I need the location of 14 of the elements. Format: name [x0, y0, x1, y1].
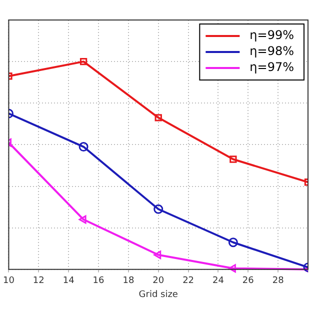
x-tick-label: 26	[242, 276, 254, 286]
x-tick-label: 16	[92, 276, 105, 286]
x-tick-label: 20	[152, 276, 164, 286]
x-tick-label: 18	[122, 276, 134, 286]
x-tick-label: 28	[272, 276, 284, 286]
legend-label: η=99%	[250, 28, 294, 42]
x-tick-label: 12	[32, 276, 44, 286]
x-axis-title: Grid size	[138, 290, 178, 300]
x-tick-label: 22	[182, 276, 194, 286]
x-tick-label: 14	[62, 276, 75, 286]
legend-label: η=98%	[250, 44, 294, 58]
x-tick-label: 10	[3, 276, 15, 286]
x-tick-label: 24	[212, 276, 224, 286]
legend-label: η=97%	[250, 60, 294, 74]
